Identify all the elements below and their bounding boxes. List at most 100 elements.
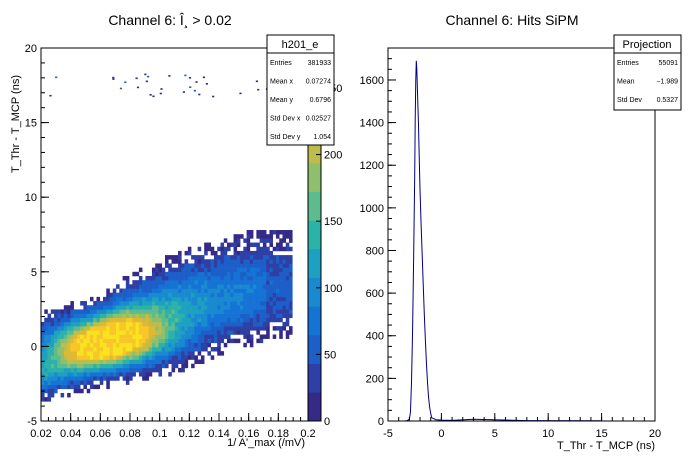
heatmap-cell <box>227 313 231 319</box>
heatmap-cell <box>223 280 228 285</box>
heatmap-cell <box>129 317 133 323</box>
heatmap-cell <box>194 292 198 298</box>
heatmap-cell <box>142 338 146 344</box>
heatmap-cell <box>116 326 120 331</box>
heatmap-cell <box>174 338 179 344</box>
heatmap-cell <box>135 313 140 319</box>
heatmap-cell <box>187 280 192 285</box>
heatmap-cell <box>210 355 215 360</box>
heatmap-cell <box>99 367 104 373</box>
heatmap-cell <box>103 301 107 306</box>
heatmap-cell <box>67 367 71 373</box>
heatmap-cell <box>282 259 287 264</box>
heatmap-cell <box>289 238 293 243</box>
heatmap-cell <box>289 292 293 298</box>
stats-box-frame <box>266 34 335 146</box>
heatmap-cell <box>220 259 225 264</box>
heatmap-cell <box>80 334 84 339</box>
heatmap-cell <box>204 296 208 302</box>
heatmap-cell <box>142 292 146 298</box>
heatmap-cell <box>246 305 251 310</box>
outlier-cell <box>189 86 192 88</box>
heatmap-cell <box>191 263 195 268</box>
heatmap-cell <box>282 230 287 235</box>
heatmap-cell <box>142 313 146 319</box>
stats-row-value: −1.989 <box>656 79 678 86</box>
heatmap-cell <box>253 255 257 260</box>
heatmap-cell <box>142 347 146 352</box>
heatmap-cell <box>151 271 156 277</box>
heatmap-cell <box>256 313 260 319</box>
heatmap-cell <box>246 250 251 256</box>
heatmap-cell <box>106 326 110 331</box>
heatmap-cell <box>57 355 61 360</box>
heatmap-cell <box>272 284 277 289</box>
heatmap-cell <box>70 334 74 339</box>
heatmap-cell <box>119 330 123 335</box>
heatmap-cell <box>262 267 267 273</box>
heatmap-cell <box>275 267 280 273</box>
heatmap-cell <box>220 284 225 289</box>
heatmap-cell <box>86 317 91 323</box>
heatmap-cell <box>249 242 254 248</box>
heatmap-cell <box>217 351 221 356</box>
heatmap-cell <box>200 334 205 339</box>
heatmap-cell <box>187 296 192 302</box>
heatmap-cell <box>210 296 215 302</box>
heatmap-cell <box>57 334 61 339</box>
heatmap-cell <box>207 275 211 281</box>
heatmap-cell <box>207 309 211 314</box>
y-tick-label: 1600 <box>360 75 384 87</box>
heatmap-cell <box>165 275 169 281</box>
heatmap-cell <box>289 263 293 268</box>
heatmap-cell <box>112 313 117 319</box>
heatmap-cell <box>109 296 114 302</box>
heatmap-cell <box>47 313 52 319</box>
heatmap-cell <box>256 275 260 281</box>
heatmap-cell <box>158 330 163 335</box>
heatmap-cell <box>165 301 169 306</box>
heatmap-cell <box>86 363 91 369</box>
heatmap-cell <box>67 334 71 339</box>
heatmap-cell <box>145 305 149 310</box>
heatmap-cell <box>73 342 78 348</box>
heatmap-cell <box>181 292 185 298</box>
heatmap-cell <box>253 242 257 248</box>
heatmap-cell <box>99 355 104 360</box>
heatmap-cell <box>106 342 110 348</box>
heatmap-cell <box>93 372 97 377</box>
heatmap-cell <box>129 355 133 360</box>
heatmap-cell <box>233 250 238 256</box>
heatmap-cell <box>213 313 218 319</box>
heatmap-cell <box>282 275 287 281</box>
stats-row-label: Entries <box>270 60 292 67</box>
heatmap-cell <box>285 234 290 239</box>
heatmap-cell <box>122 305 127 310</box>
heatmap-cell <box>119 359 123 365</box>
heatmap-cell <box>262 292 267 298</box>
heatmap-cell <box>132 355 136 360</box>
heatmap-cell <box>256 317 260 323</box>
heatmap-cell <box>262 296 267 302</box>
heatmap-cell <box>259 334 264 339</box>
heatmap-cell <box>191 334 195 339</box>
heatmap-cell <box>106 292 110 298</box>
heatmap-cell <box>184 363 189 369</box>
heatmap-cell <box>106 351 110 356</box>
heatmap-cell <box>259 313 264 319</box>
heatmap-cell <box>148 330 153 335</box>
heatmap-cell <box>275 280 280 285</box>
heatmap-cell <box>63 384 68 390</box>
heatmap-cell <box>138 275 143 281</box>
heatmap-cell <box>60 376 65 381</box>
heatmap-cell <box>171 259 176 264</box>
outlier-cell <box>112 76 115 79</box>
heatmap-cell <box>116 317 120 323</box>
heatmap-cell <box>135 351 140 356</box>
heatmap-cell <box>44 355 48 360</box>
y-tick-label: 15 <box>25 118 37 130</box>
heatmap-cell <box>138 321 143 327</box>
heatmap-cell <box>165 326 169 331</box>
heatmap-cell <box>256 309 260 314</box>
heatmap-cell <box>99 347 104 352</box>
